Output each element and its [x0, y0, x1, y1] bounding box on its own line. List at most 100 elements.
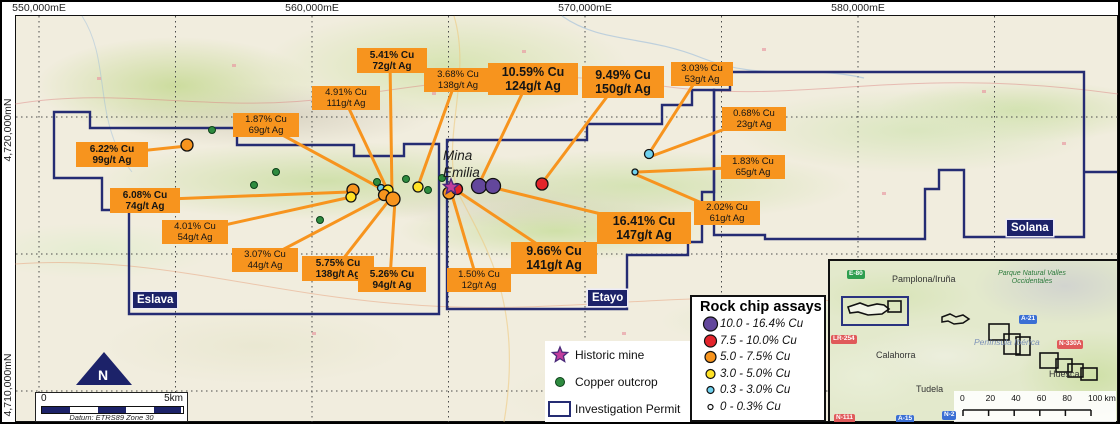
legend-row-investigation-permit: Investigation Permit: [545, 395, 691, 422]
assay-callout: 16.41% Cu 147g/t Ag: [597, 212, 691, 244]
scale-bar-segments: [41, 406, 184, 414]
assay-callout: 0.68% Cu 23g/t Ag: [722, 107, 786, 132]
legend-symbol-label: Investigation Permit: [575, 401, 681, 416]
assay-class-icon: [700, 399, 720, 415]
scale-segment: [154, 407, 181, 413]
assay-class-icon: [700, 366, 720, 382]
callout-ag-value: 69g/t Ag: [248, 124, 284, 136]
legend-symbol-label: Copper outcrop: [575, 374, 658, 389]
assay-callout: 2.02% Cu 61g/t Ag: [694, 201, 760, 226]
assay-callout: 4.01% Cu 54g/t Ag: [162, 220, 228, 245]
assay-class-label: 10.0 - 16.4% Cu: [720, 318, 804, 331]
legend-title: Rock chip assays: [700, 299, 822, 315]
callout-ag-value: 138g/t Ag: [437, 79, 479, 91]
permit-label-eslava: Eslava: [133, 292, 178, 308]
northing-label: 4,720,000mN: [2, 98, 14, 162]
scale-zero: 0: [41, 393, 47, 404]
legend-class-row: 0.3 - 3.0% Cu: [692, 382, 824, 399]
callout-ag-value: 72g/t Ag: [372, 61, 412, 73]
assay-callout: 4.91% Cu 111g/t Ag: [312, 86, 380, 111]
inset-scale-ticks: [962, 409, 1092, 416]
callout-ag-value: 141g/t Ag: [526, 258, 582, 273]
assay-callout: 3.07% Cu 44g/t Ag: [232, 248, 298, 273]
callout-cu-value: 6.22% Cu: [89, 144, 135, 155]
inset-city-label: Huesca: [1049, 369, 1080, 379]
callout-ag-value: 53g/t Ag: [684, 73, 720, 85]
inset-scale-tick-label: 0: [960, 393, 965, 403]
assay-callout: 3.68% Cu 138g/t Ag: [424, 68, 492, 93]
inset-city-label: Calahorra: [876, 350, 916, 360]
assay-callout: 1.50% Cu 12g/t Ag: [447, 268, 511, 293]
callout-ag-value: 147g/t Ag: [616, 228, 672, 243]
legend-row-historic-mine: Historic mine: [545, 341, 691, 368]
inset-scale-bar: 0 20 40 60 80 100 km: [954, 391, 1116, 422]
callout-cu-value: 10.59% Cu: [501, 65, 565, 79]
callout-ag-value: 150g/t Ag: [595, 82, 651, 97]
scale-segment: [42, 407, 70, 413]
easting-label: 560,000mE: [285, 2, 339, 14]
inset-city-label: Tudela: [916, 384, 944, 394]
inset-road-badge: N-330A: [1057, 340, 1084, 349]
mina-emilia-line1: Mina: [443, 148, 473, 163]
callout-ag-value: 99g/t Ag: [92, 155, 132, 167]
callout-ag-value: 74g/t Ag: [125, 201, 165, 213]
legend-class-row: 3.0 - 5.0% Cu: [692, 366, 824, 383]
permit-label-solana: Solana: [1007, 220, 1053, 236]
callout-ag-value: 61g/t Ag: [709, 212, 745, 224]
assay-callout: 9.66% Cu 141g/t Ag: [511, 242, 597, 274]
inset-road-badge: A-15: [896, 415, 915, 422]
callout-cu-value: 9.66% Cu: [526, 244, 582, 258]
callout-cu-value: 5.41% Cu: [369, 50, 415, 61]
inset-scale-tick-label: 100 km: [1088, 393, 1116, 403]
assay-class-label: 0.3 - 3.0% Cu: [720, 384, 791, 397]
scale-segment: [126, 407, 154, 413]
assay-callout: 1.83% Cu 65g/t Ag: [721, 155, 785, 180]
permit-label-etayo: Etayo: [588, 290, 628, 306]
inset-scale-tick-label: 80: [1062, 393, 1072, 403]
callout-ag-value: 65g/t Ag: [735, 166, 771, 178]
assay-callout: 3.03% Cu 53g/t Ag: [671, 62, 733, 87]
callout-cu-value: 16.41% Cu: [612, 214, 676, 228]
scale-segment: [98, 407, 126, 413]
scale-segment: [70, 407, 98, 413]
inset-road-badge: A-21: [1019, 315, 1038, 324]
copper-outcrop-icon: [545, 372, 575, 392]
callout-ag-value: 94g/t Ag: [372, 280, 412, 292]
region-label: Península Ibérica: [974, 337, 1040, 347]
assay-class-label: 0 - 0.3% Cu: [720, 400, 781, 413]
callout-cu-value: 4.91% Cu: [325, 87, 367, 98]
mina-emilia-line2: Emilia: [443, 164, 480, 180]
legend-assays: Rock chip assays 10.0 - 16.4% Cu 7.5 - 10…: [690, 295, 826, 422]
north-arrow-icon: [76, 352, 132, 385]
callout-ag-value: 44g/t Ag: [247, 259, 283, 271]
legend-row-copper-outcrop: Copper outcrop: [545, 368, 691, 395]
assay-callout: 5.41% Cu 72g/t Ag: [357, 48, 427, 74]
park-label: Parque Natural Valles Occidentales: [998, 270, 1066, 286]
inset-scale-tick-label: 40: [1011, 393, 1021, 403]
assay-class-icon: [700, 382, 720, 398]
assay-class-label: 5.0 - 7.5% Cu: [720, 351, 791, 364]
northing-label: 4,710,000mN: [2, 353, 14, 417]
investigation-permit-icon: [545, 399, 575, 419]
legend-class-row: 5.0 - 7.5% Cu: [692, 349, 824, 366]
assay-class-label: 7.5 - 10.0% Cu: [720, 334, 797, 347]
callout-ag-value: 23g/t Ag: [736, 118, 772, 130]
mina-emilia-label: Mina Emilia: [443, 148, 480, 182]
inset-scale-tick-label: 60: [1036, 393, 1047, 403]
scale-bar: 0 5km Datum: ETRS89 Zone 30: [35, 392, 188, 422]
callout-ag-value: 12g/t Ag: [461, 279, 497, 291]
inset-road-badge: E-80: [847, 270, 865, 279]
north-letter: N: [98, 367, 109, 383]
inset-scale-tick-label: 20: [985, 393, 996, 403]
assay-callout: 9.49% Cu 150g/t Ag: [582, 66, 664, 98]
legend-class-row: 7.5 - 10.0% Cu: [692, 333, 824, 350]
callout-cu-value: 9.49% Cu: [595, 68, 651, 82]
assay-callout: 6.22% Cu 99g/t Ag: [76, 142, 148, 168]
historic-mine-icon: [545, 344, 575, 365]
callout-ag-value: 111g/t Ag: [326, 97, 366, 109]
easting-label: 580,000mE: [831, 2, 885, 14]
scale-max: 5km: [164, 393, 183, 404]
assay-callout: 10.59% Cu 124g/t Ag: [488, 63, 578, 95]
legend-symbol-label: Historic mine: [575, 347, 645, 362]
assay-callout: 1.87% Cu 69g/t Ag: [233, 113, 299, 138]
